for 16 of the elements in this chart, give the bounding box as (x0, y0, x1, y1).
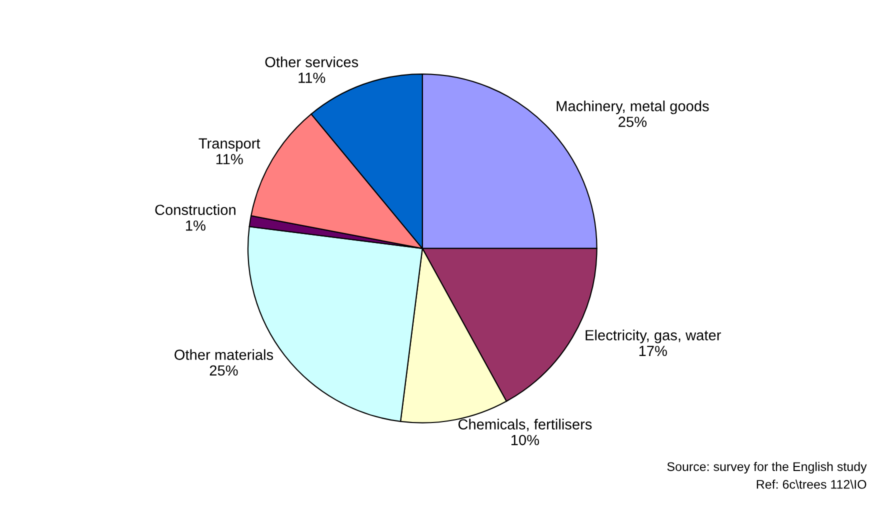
data-label: 25% (618, 116, 647, 128)
slice-label: Other services (265, 56, 358, 68)
data-label: 25% (210, 365, 238, 376)
data-label: 1% (186, 220, 206, 231)
data-label: 17% (639, 346, 667, 356)
source-note: Source: survey for the English study (667, 462, 867, 474)
data-label: 11% (298, 72, 326, 83)
text: Ref: 6c\trees 112\IO (756, 480, 866, 489)
slice-label: Other materials (174, 349, 274, 360)
slice-label: Chemicals, fertilisers (458, 418, 592, 432)
data-label: 11% (216, 154, 243, 164)
slice-label: Construction (155, 204, 236, 216)
data-label: 10% (511, 434, 540, 446)
slice-label: Electricity, gas, water (586, 330, 721, 344)
slice-label: Machinery, metal goods (556, 100, 709, 114)
slice-label: Transport (198, 138, 260, 152)
